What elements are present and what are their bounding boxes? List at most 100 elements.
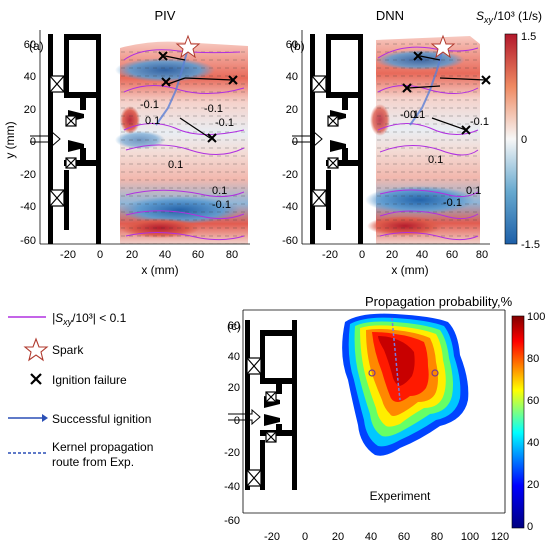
panel-b-failure-marks [402, 51, 491, 135]
legend-kernel-label-1: Kernel propagation [52, 440, 153, 454]
svg-text:0: 0 [359, 249, 365, 261]
colorbar-top: Sxy/10³ (1/s) 1.5 0 -1.5 [476, 9, 542, 251]
panel-a-spark-icon [175, 34, 201, 59]
svg-text:0: 0 [30, 136, 36, 148]
svg-text:80: 80 [527, 353, 539, 365]
svg-text:40: 40 [228, 351, 240, 363]
panel-b-title: DNN [376, 8, 404, 23]
svg-text:20: 20 [286, 104, 298, 116]
svg-text:80: 80 [476, 249, 488, 261]
svg-text:20: 20 [386, 249, 398, 261]
panel-b-spark-icon [430, 34, 456, 59]
colorbar-bottom: 100 80 60 40 20 0 [511, 311, 545, 533]
panel-b-x-ticks: -20 0 20 40 60 80 [322, 249, 488, 261]
svg-text:60: 60 [398, 531, 410, 543]
svg-text:20: 20 [126, 249, 138, 261]
panel-b-contour-label: 0.1 [466, 185, 481, 197]
svg-text:-40: -40 [224, 481, 240, 493]
svg-text:100: 100 [527, 311, 545, 323]
svg-text:-60: -60 [224, 515, 240, 527]
svg-text:0: 0 [234, 415, 240, 427]
legend-contour-label: |Sxy/10³| < 0.1 [52, 311, 127, 327]
panel-b-combustor [310, 34, 363, 244]
panel-c-inlet [228, 408, 261, 426]
colorbar-top-title: Sxy/10³ (1/s) [476, 9, 542, 25]
panel-b-contour-label: 0.1 [428, 154, 443, 166]
svg-text:20: 20 [527, 479, 539, 491]
legend-kernel-label-2: route from Exp. [52, 455, 134, 469]
panel-a-ylabel: y (mm) [3, 121, 17, 158]
svg-text:0: 0 [292, 136, 298, 148]
panel-b-field: -0.1 0.1 -0.1 0.1 0.1 -0.1 [365, 34, 491, 244]
legend-failure-label: Ignition failure [52, 373, 127, 387]
svg-text:0: 0 [97, 249, 103, 261]
svg-text:40: 40 [527, 437, 539, 449]
panel-c-label: Experiment [370, 489, 431, 503]
svg-text:60: 60 [527, 395, 539, 407]
legend: |Sxy/10³| < 0.1 Spark Ignition failure S… [8, 311, 153, 469]
svg-text:60: 60 [446, 249, 458, 261]
panel-a-inlet [30, 130, 61, 148]
svg-text:-20: -20 [60, 249, 76, 261]
panel-c-x-ticks: -20 0 20 40 60 80 100 120 [264, 531, 509, 543]
svg-text:-20: -20 [282, 169, 298, 181]
svg-text:40: 40 [286, 71, 298, 83]
panel-b-boxes [311, 75, 339, 207]
panel-c-y-ticks: 60 40 20 0 -20 -40 -60 [224, 320, 240, 527]
legend-spark-icon [23, 337, 49, 362]
panel-a-field: -0.1 -0.1 0.1 -0.1 0.1 0.1 -0.1 [115, 34, 248, 244]
svg-text:20: 20 [332, 531, 344, 543]
panel-b-contour-label: -0.1 [470, 116, 489, 128]
svg-text:-60: -60 [20, 235, 36, 247]
svg-text:-60: -60 [282, 235, 298, 247]
legend-failure-icon [30, 373, 42, 385]
legend-spark-label: Spark [52, 343, 84, 357]
svg-text:80: 80 [226, 249, 238, 261]
svg-text:60: 60 [192, 249, 204, 261]
svg-text:60: 60 [24, 39, 36, 51]
panel-a-contour-label: -0.1 [204, 103, 223, 115]
svg-text:120: 120 [491, 531, 509, 543]
panel-b-tag: (b) [290, 39, 305, 53]
svg-text:-20: -20 [224, 447, 240, 459]
svg-text:-20: -20 [264, 531, 280, 543]
svg-text:80: 80 [431, 531, 443, 543]
svg-text:-40: -40 [20, 201, 36, 213]
svg-text:0: 0 [521, 134, 527, 146]
svg-text:20: 20 [24, 104, 36, 116]
panel-b-inlet [292, 130, 323, 148]
colorbar-bottom-title: Propagation probability,% [365, 294, 513, 309]
panel-a-xlabel: x (mm) [141, 263, 178, 277]
panel-b-y-ticks: 60 40 20 0 -20 -40 -60 [282, 39, 298, 247]
svg-text:-20: -20 [20, 169, 36, 181]
panel-a-contour-label: -0.1 [140, 99, 159, 111]
panel-a-boxes [49, 75, 77, 207]
svg-text:60: 60 [228, 320, 240, 332]
svg-text:40: 40 [24, 71, 36, 83]
panel-b-contour-label: -0.1 [443, 197, 462, 209]
legend-success-arrow-icon [42, 414, 48, 422]
panel-c-probability-map [342, 313, 469, 456]
svg-text:40: 40 [365, 531, 377, 543]
panel-c-combustor [245, 320, 297, 490]
panel-c-tag: (c) [227, 319, 241, 333]
svg-text:40: 40 [159, 249, 171, 261]
svg-text:0: 0 [527, 521, 533, 533]
panel-c: Propagation probability,% [224, 294, 513, 543]
svg-text:20: 20 [228, 382, 240, 394]
panel-a-y-ticks: 60 40 20 0 -20 -40 -60 [20, 39, 36, 247]
panel-a-contour-label: 0.1 [212, 185, 227, 197]
panel-a-failure-marks [158, 51, 238, 143]
panel-a-contour-label: -0.1 [215, 117, 234, 129]
panel-a: PIV [3, 8, 250, 277]
svg-text:1.5: 1.5 [521, 31, 536, 43]
svg-text:100: 100 [461, 531, 479, 543]
panel-a-x-ticks: -20 0 20 40 60 80 [60, 249, 238, 261]
svg-text:0: 0 [302, 531, 308, 543]
panel-b-xlabel: x (mm) [391, 263, 428, 277]
legend-success-label: Successful ignition [52, 412, 151, 426]
svg-text:-20: -20 [322, 249, 338, 261]
svg-text:-40: -40 [282, 201, 298, 213]
panel-b-contour-label: 0.1 [410, 109, 425, 121]
